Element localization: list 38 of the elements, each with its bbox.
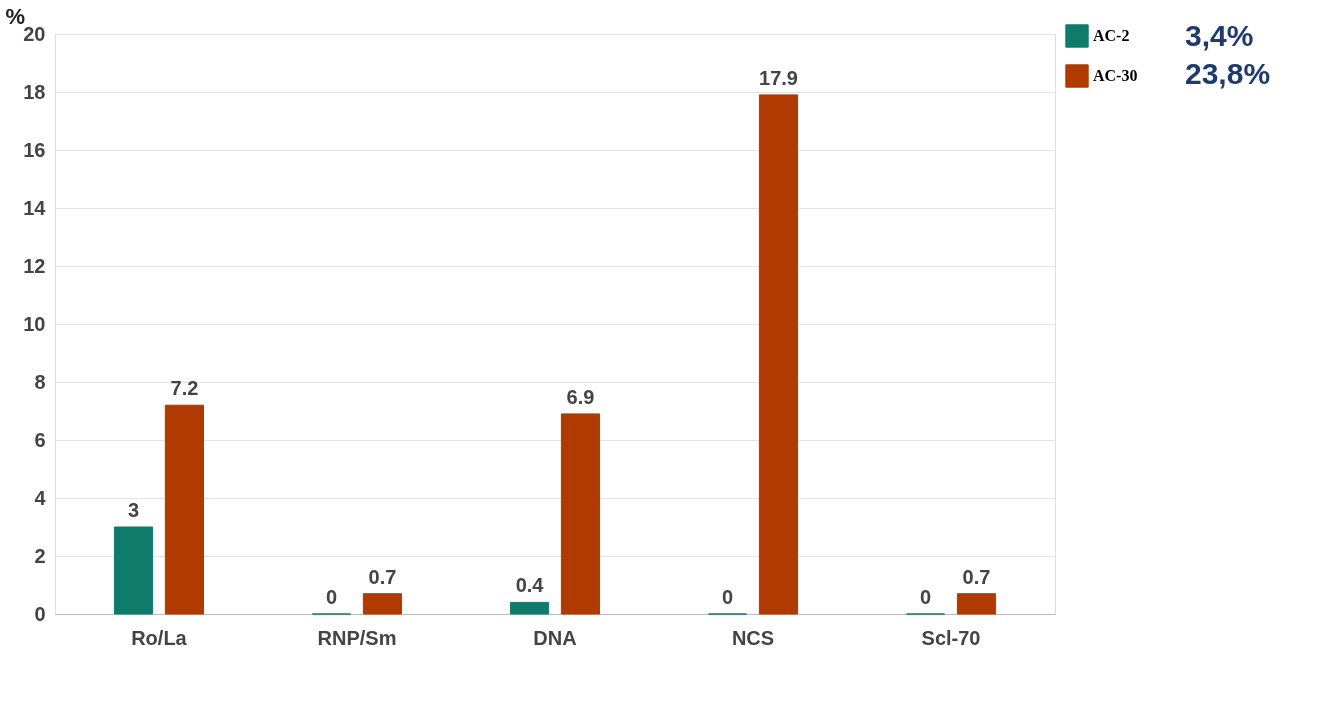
y-tick-label: 20	[23, 22, 46, 45]
y-tick-label: 14	[23, 196, 47, 219]
y-tick-label: 0	[34, 602, 46, 625]
data-label: 0	[325, 586, 338, 608]
x-tick-label: DNA	[533, 626, 577, 649]
x-tick-label: Ro/La	[131, 626, 188, 649]
y-tick-label: 4	[34, 486, 47, 509]
y-tick-label: 10	[23, 312, 46, 335]
text: 23,8%	[1185, 57, 1271, 90]
x-tick-label: Scl-70	[921, 626, 981, 649]
y-tick-label: 8	[34, 370, 46, 393]
x-tick-label: NCS	[731, 626, 775, 649]
x-tick-label: RNP/Sm	[317, 626, 397, 649]
data-label: 7.2	[170, 377, 199, 400]
data-label: 0.7	[962, 565, 991, 588]
legend-label: AC-2	[1093, 27, 1130, 44]
data-label: 0.7	[368, 565, 397, 588]
y-tick-label: 18	[23, 80, 46, 103]
bar	[956, 593, 997, 615]
bar	[758, 94, 799, 615]
data-label: 17.9	[759, 66, 798, 89]
y-axis-title: %	[5, 3, 26, 29]
bar	[362, 593, 403, 615]
data-label: 0	[920, 586, 932, 608]
y-tick-label: 12	[23, 254, 46, 277]
legend-label: AC-30	[1093, 67, 1138, 84]
bar	[509, 601, 550, 615]
y-tick-label: 2	[34, 544, 46, 567]
data-label: 6.9	[566, 385, 595, 408]
data-label: 0	[722, 586, 734, 608]
y-tick-label: 16	[23, 138, 46, 161]
bar	[113, 526, 154, 615]
data-label: 0.4	[515, 574, 545, 597]
y-tick-label: 6	[34, 428, 46, 451]
bar	[560, 413, 601, 615]
data-label: 3	[127, 499, 140, 521]
bar	[164, 404, 205, 615]
text: 3,4%	[1185, 19, 1254, 52]
